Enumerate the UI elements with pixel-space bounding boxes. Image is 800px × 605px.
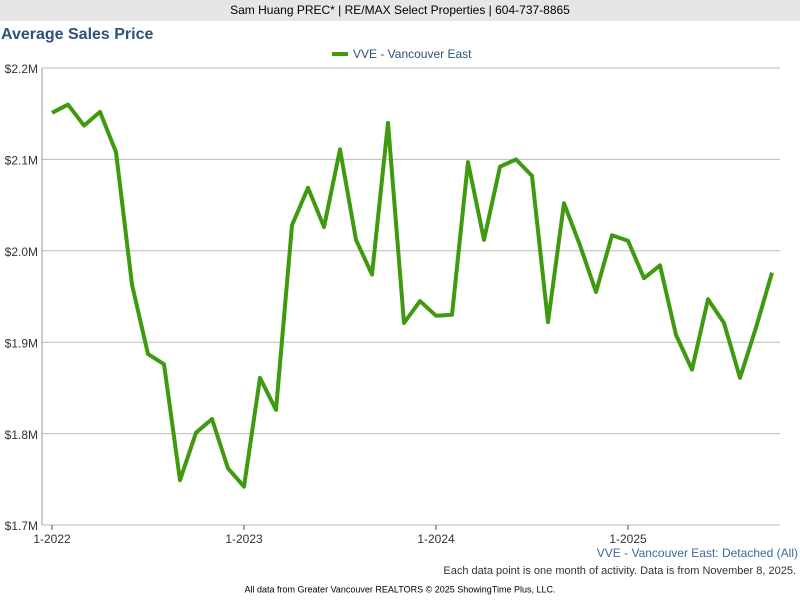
y-tick-label: $2.2M — [5, 62, 38, 76]
footer: All data from Greater Vancouver REALTORS… — [245, 584, 556, 594]
x-tick-label: 1-2025 — [609, 532, 647, 546]
chart-title: Average Sales Price — [1, 26, 154, 43]
y-tick-label: $1.7M — [5, 519, 38, 533]
note: Each data point is one month of activity… — [443, 565, 796, 577]
legend-label: VVE - Vancouver East — [353, 47, 472, 61]
series-line — [51, 102, 774, 489]
header-bar — [0, 0, 800, 21]
subtitle: VVE - Vancouver East: Detached (All) — [597, 546, 798, 560]
header: Sam Huang PREC* | RE/MAX Select Properti… — [230, 3, 570, 17]
x-tick-label: 1-2022 — [33, 532, 71, 546]
y-tick-label: $2.0M — [5, 245, 38, 259]
y-tick-label: $2.1M — [5, 154, 38, 168]
y-tick-label: $1.9M — [5, 336, 38, 350]
y-tick-label: $1.8M — [5, 428, 38, 442]
x-tick-label: 1-2023 — [225, 532, 263, 546]
x-tick-label: 1-2024 — [417, 532, 455, 546]
